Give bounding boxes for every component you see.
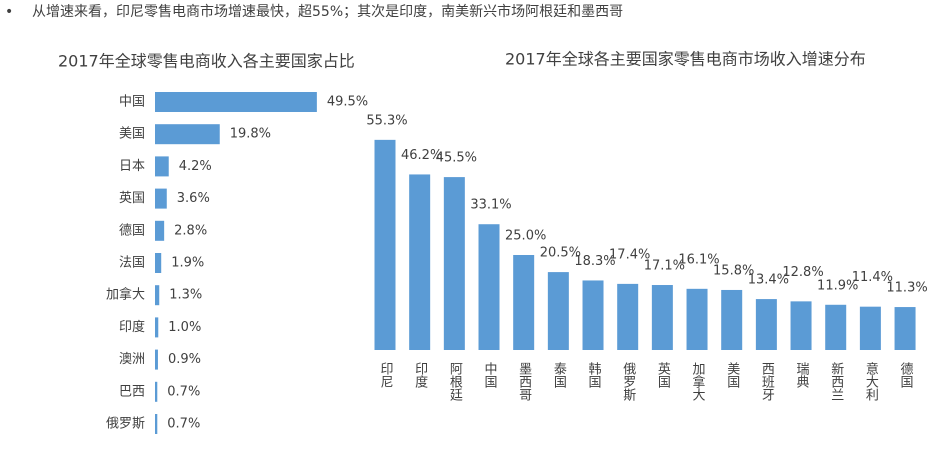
bar (155, 414, 158, 434)
bar (155, 124, 220, 145)
category-label: 加拿大 (690, 362, 706, 401)
bar (651, 285, 673, 350)
bar (894, 307, 916, 350)
category-label: 墨西哥 (516, 362, 532, 401)
value-label: 16.1% (678, 252, 719, 267)
value-label: 33.1% (470, 198, 511, 213)
bullet-dot: • (5, 4, 13, 20)
category-label: 中国 (482, 362, 497, 388)
value-label: 11.3% (886, 281, 927, 296)
category-label: 新西兰 (828, 361, 844, 401)
category-label: 阿根廷 (447, 362, 463, 402)
value-label: 15.8% (713, 263, 754, 278)
value-label: 0.7% (167, 417, 200, 432)
category-label: 瑞典 (794, 362, 810, 388)
category-label: 美国 (724, 362, 740, 388)
bar (155, 317, 159, 338)
category-label: 俄罗斯 (106, 417, 145, 432)
bullet-text: 从增速来看，印尼零售电商市场增速最快，超55%；其次是印度，南美新兴市场阿根廷和… (32, 3, 623, 20)
value-label: 1.0% (168, 320, 201, 335)
category-label: 韩国 (586, 362, 602, 388)
bar (547, 272, 569, 350)
value-label: 1.3% (169, 288, 202, 303)
value-label: 17.1% (644, 259, 685, 274)
bar (582, 280, 604, 350)
category-label: 俄罗斯 (620, 362, 636, 402)
value-label: 46.2% (401, 148, 442, 163)
bar (825, 304, 847, 350)
category-label: 法国 (119, 256, 145, 271)
value-label: 17.4% (609, 247, 650, 262)
category-label: 德国 (898, 362, 914, 388)
value-label: 49.5% (327, 95, 368, 110)
category-label: 印度 (119, 319, 145, 335)
category-label: 西班牙 (759, 362, 775, 401)
category-label: 美国 (119, 127, 145, 142)
category-label: 加拿大 (106, 287, 145, 303)
bar (686, 288, 708, 350)
value-label: 3.6% (177, 191, 210, 206)
category-label: 巴西 (119, 384, 145, 399)
bar (155, 285, 160, 306)
value-label: 11.9% (817, 278, 858, 293)
category-label: 泰国 (551, 362, 567, 388)
value-label: 0.7% (167, 384, 200, 399)
category-label: 意大利 (863, 361, 879, 401)
bar (155, 349, 158, 370)
value-label: 12.8% (782, 265, 823, 280)
value-label: 20.5% (540, 246, 581, 261)
category-label: 英国 (655, 362, 671, 388)
value-label: 4.2% (179, 159, 212, 174)
chart-title: 2017年全球零售电商收入各主要国家占比 (58, 52, 355, 71)
value-label: 0.9% (168, 352, 201, 367)
category-label: 英国 (119, 191, 145, 206)
value-label: 25.0% (505, 229, 546, 244)
bar (155, 220, 165, 241)
category-label: 日本 (119, 159, 145, 174)
category-label: 澳洲 (119, 351, 145, 367)
category-label: 中国 (119, 95, 145, 110)
bar (374, 139, 396, 350)
value-label: 55.3% (366, 113, 407, 128)
category-label: 印度 (412, 362, 428, 388)
value-label: 1.9% (171, 256, 204, 271)
category-label: 德国 (119, 223, 145, 238)
bar (617, 283, 639, 350)
bar (790, 301, 812, 350)
value-label: 45.5% (436, 151, 477, 166)
bar (859, 306, 881, 350)
bar (755, 299, 777, 350)
bar (155, 253, 162, 273)
bar (155, 381, 158, 402)
bar (513, 255, 535, 350)
bar (155, 188, 167, 209)
bar (155, 92, 317, 112)
value-label: 2.8% (174, 223, 207, 238)
category-label: 印尼 (378, 362, 394, 388)
bar (409, 174, 431, 350)
value-label: 19.8% (230, 127, 271, 142)
bar (478, 224, 500, 350)
value-label: 13.4% (748, 273, 789, 288)
chart-title: 2017年全球各主要国家零售电商市场收入增速分布 (505, 50, 866, 69)
bar (721, 289, 743, 350)
bar (155, 156, 169, 177)
value-label: 18.3% (574, 254, 615, 269)
bar (443, 177, 465, 350)
value-label: 11.4% (852, 270, 893, 285)
